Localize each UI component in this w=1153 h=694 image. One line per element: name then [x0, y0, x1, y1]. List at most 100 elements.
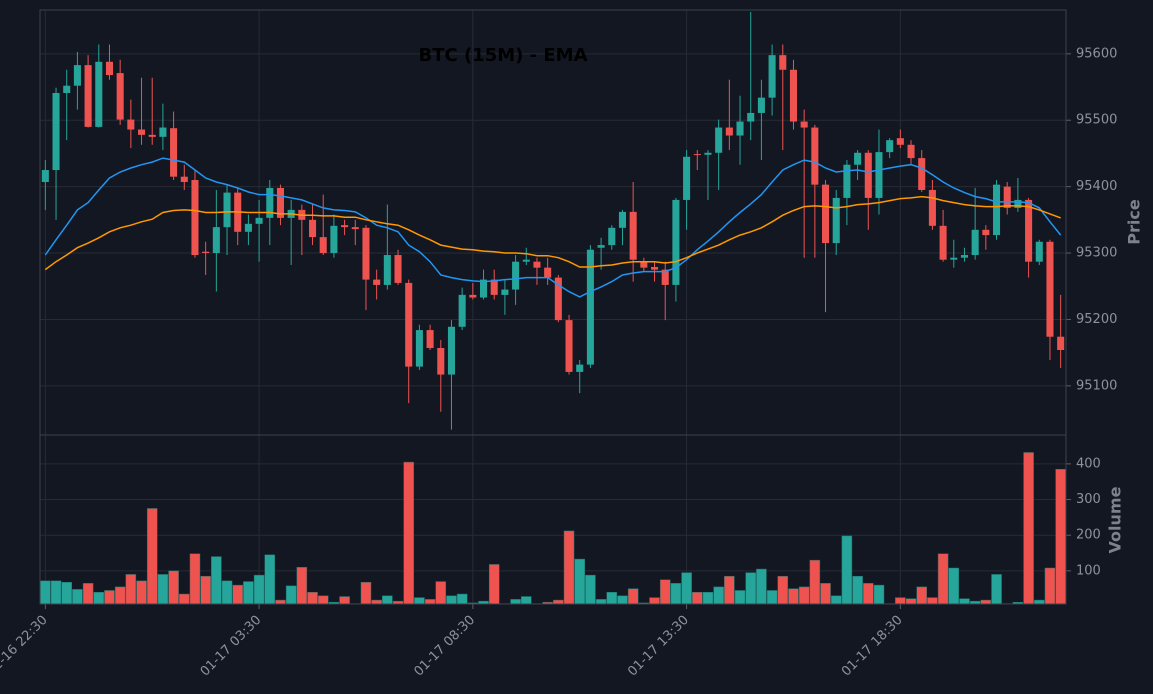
volume-bar	[179, 593, 190, 605]
volume-bar	[446, 595, 457, 605]
volume-bar	[937, 553, 949, 605]
volume-bar	[317, 595, 329, 605]
volume-bar	[627, 588, 639, 605]
candle-body	[319, 237, 327, 254]
candle-body	[309, 219, 317, 238]
candle-body	[789, 69, 797, 122]
volume-bar	[895, 597, 906, 605]
volume-bar	[563, 530, 575, 605]
candle-body	[875, 152, 883, 198]
candle-body	[330, 225, 338, 254]
candle-body	[640, 261, 648, 268]
candle-body	[469, 294, 477, 298]
volume-bar	[72, 589, 83, 605]
y-tick-label: 95200	[1076, 312, 1117, 327]
volume-bar	[1034, 599, 1045, 605]
candle-body	[832, 197, 840, 244]
volume-bar	[93, 591, 105, 605]
candle-body	[116, 73, 124, 120]
volume-axis-label: Volume	[1106, 486, 1125, 553]
volume-bar	[221, 580, 233, 605]
candle-body	[202, 251, 210, 254]
candle-body	[52, 93, 60, 171]
volume-bar	[745, 572, 756, 605]
candle-body	[597, 245, 605, 248]
candle-body	[244, 223, 252, 232]
volume-bar	[959, 598, 970, 605]
candle-body	[993, 184, 1001, 236]
candle-body	[159, 127, 167, 137]
volume-bar	[1055, 468, 1066, 605]
volume-bar	[488, 564, 500, 605]
candle-body	[854, 152, 862, 165]
candle-body	[768, 55, 776, 98]
volume-bar	[243, 581, 254, 605]
candle-body	[918, 158, 926, 190]
candle-body	[629, 211, 637, 260]
volume-bar	[670, 583, 682, 605]
volume-bar	[189, 553, 201, 605]
candle-body	[1046, 241, 1054, 337]
y-tick-label: 95100	[1076, 378, 1117, 393]
candle-body	[565, 320, 573, 372]
candle-body	[522, 259, 530, 262]
volume-bar	[595, 599, 607, 605]
y-tick-label: 95500	[1076, 113, 1117, 128]
volume-bar	[211, 556, 222, 605]
candle-body	[939, 225, 947, 260]
volume-bar	[991, 574, 1002, 605]
volume-bar	[553, 599, 564, 605]
y-axis-label: Price	[1125, 199, 1144, 245]
candle-body	[693, 154, 701, 156]
candle-body	[394, 255, 402, 283]
candle-body	[480, 279, 488, 298]
candle-body	[351, 227, 359, 230]
candle-body	[266, 187, 274, 218]
volume-bar	[948, 567, 960, 605]
candle-body	[426, 330, 434, 349]
candle-body	[512, 261, 520, 290]
candle-body	[843, 164, 851, 198]
candle-body	[683, 156, 691, 200]
candle-body	[907, 144, 915, 159]
candle-body	[811, 127, 819, 185]
candle-body	[586, 249, 594, 365]
volume-bar	[424, 599, 436, 605]
volume-bar	[371, 599, 382, 605]
volume-bar	[905, 598, 917, 605]
volume-bar	[659, 579, 671, 605]
candle-body	[1035, 241, 1043, 262]
volume-tick-label: 100	[1076, 563, 1101, 578]
volume-bar	[916, 586, 927, 605]
volume-bar	[809, 559, 821, 605]
volume-bar	[820, 583, 831, 605]
volume-bar	[756, 568, 767, 605]
candle-body	[490, 279, 498, 295]
volume-bar	[264, 554, 276, 605]
candle-body	[928, 189, 936, 226]
candle-body	[223, 192, 231, 228]
volume-bar	[157, 574, 169, 605]
candle-body	[255, 217, 263, 224]
volume-bar	[574, 558, 585, 605]
volume-bar	[456, 593, 468, 605]
candle-body	[127, 119, 135, 130]
volume-tick-label: 300	[1076, 492, 1101, 507]
candle-body	[95, 61, 103, 127]
candle-body	[63, 85, 71, 94]
candle-body	[822, 184, 830, 244]
candle-body	[41, 170, 49, 182]
volume-bar	[788, 588, 799, 605]
candle-body	[779, 55, 787, 70]
candle-body	[383, 255, 391, 285]
volume-bar	[927, 597, 938, 605]
candle-body	[886, 140, 894, 153]
candle-body	[212, 227, 220, 254]
candle-body	[1057, 336, 1065, 350]
volume-bar	[40, 580, 51, 605]
volume-bar	[168, 570, 179, 605]
candle-body	[950, 257, 958, 260]
volume-bar	[435, 581, 447, 605]
y-tick-label: 95300	[1076, 246, 1117, 261]
